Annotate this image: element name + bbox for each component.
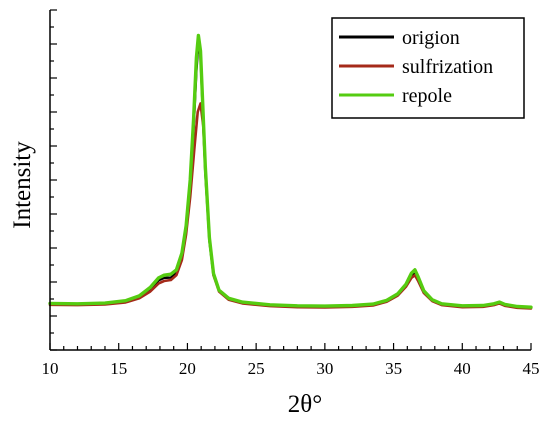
x-tick-label: 40 <box>454 359 471 378</box>
plot-lines <box>48 33 533 310</box>
legend-label: origion <box>402 27 460 49</box>
x-tick-label: 35 <box>385 359 402 378</box>
axes <box>49 9 532 351</box>
x-tick-label: 30 <box>316 359 333 378</box>
x-axis-title: 2θ° <box>288 391 322 418</box>
legend-label: sulfrization <box>402 56 493 78</box>
legend-label: repole <box>402 85 452 107</box>
legend-box <box>331 17 525 119</box>
x-tick-label: 25 <box>248 359 265 378</box>
series-line-sulfrization <box>48 102 533 310</box>
y-axis-title: Intensity <box>9 141 36 229</box>
series-line-repole <box>48 33 533 309</box>
legend: origion sulfrization repole <box>331 17 525 119</box>
x-tick-label: 45 <box>523 359 540 378</box>
x-tick-label: 15 <box>110 359 127 378</box>
x-tick-label: 10 <box>42 359 59 378</box>
x-tick-label: 20 <box>179 359 196 378</box>
x-tick-labels: 10 15 20 25 30 35 40 45 <box>42 359 540 378</box>
